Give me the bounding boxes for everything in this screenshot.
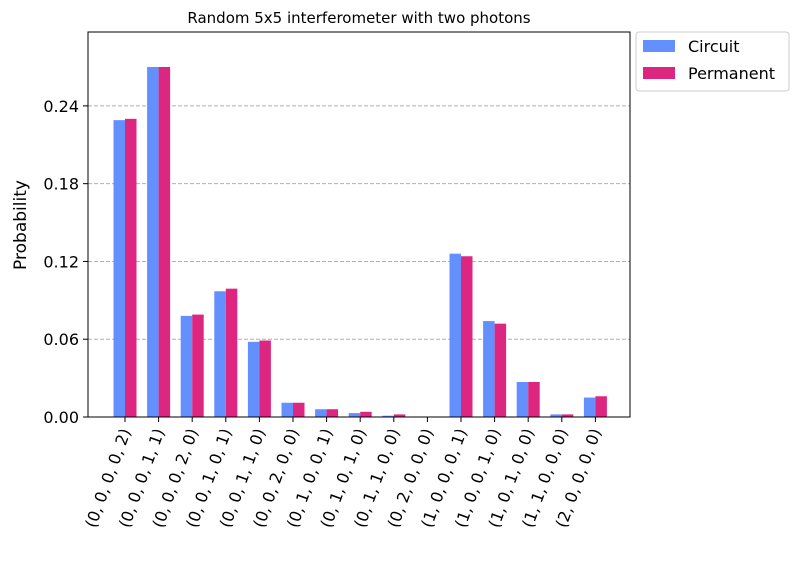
- bar-circuit-3: [214, 291, 226, 417]
- y-tick-label: 0.00: [43, 408, 79, 427]
- bar-permanent-7: [360, 411, 372, 417]
- legend-label-circuit: Circuit: [688, 37, 740, 56]
- bar-permanent-6: [326, 409, 339, 417]
- y-tick-label: 0.12: [43, 252, 79, 271]
- bar-circuit-2: [180, 315, 193, 417]
- x-axis: (0, 0, 0, 0, 2)(0, 0, 0, 1, 1)(0, 0, 0, …: [81, 417, 605, 530]
- y-axis: 0.00 0.06 0.12 0.18 0.24: [43, 97, 88, 427]
- plot-frame: [87, 31, 631, 418]
- bar-permanent-0: [125, 118, 137, 417]
- bars: [113, 67, 607, 418]
- bar-permanent-8: [393, 414, 406, 417]
- y-tick-label: 0.06: [43, 330, 79, 349]
- bar-circuit-4: [247, 341, 260, 417]
- bar-permanent-5: [293, 402, 305, 417]
- bar-circuit-14: [583, 397, 596, 417]
- bar-circuit-6: [315, 409, 327, 417]
- bar-circuit-8: [382, 415, 394, 417]
- bar-permanent-13: [561, 414, 574, 417]
- legend-swatch-permanent: [643, 67, 675, 79]
- bar-circuit-5: [281, 402, 293, 417]
- y-tick-label: 0.18: [43, 175, 79, 194]
- y-tick-label: 0.24: [43, 97, 79, 116]
- bar-permanent-3: [225, 288, 238, 417]
- bar-circuit-1: [147, 67, 159, 417]
- bar-permanent-1: [158, 67, 171, 417]
- bar-circuit-7: [348, 413, 361, 417]
- bar-permanent-12: [528, 382, 540, 417]
- bar-circuit-13: [550, 414, 562, 417]
- y-axis-label: Probability: [11, 180, 31, 270]
- bar-circuit-11: [483, 321, 495, 417]
- bar-circuit-10: [449, 253, 461, 417]
- bar-permanent-11: [494, 323, 507, 417]
- chart-title: Random 5x5 interferometer with two photo…: [187, 9, 530, 27]
- grid-lines: [88, 105, 630, 340]
- bar-permanent-2: [192, 314, 204, 417]
- legend-label-permanent: Permanent: [688, 64, 775, 83]
- legend-swatch-circuit: [643, 40, 675, 52]
- bar-permanent-14: [595, 396, 607, 417]
- bar-permanent-10: [461, 256, 473, 417]
- legend: Circuit Permanent: [635, 31, 790, 92]
- bar-circuit-12: [516, 382, 529, 417]
- bar-permanent-4: [259, 340, 271, 417]
- bar-circuit-0: [113, 120, 125, 418]
